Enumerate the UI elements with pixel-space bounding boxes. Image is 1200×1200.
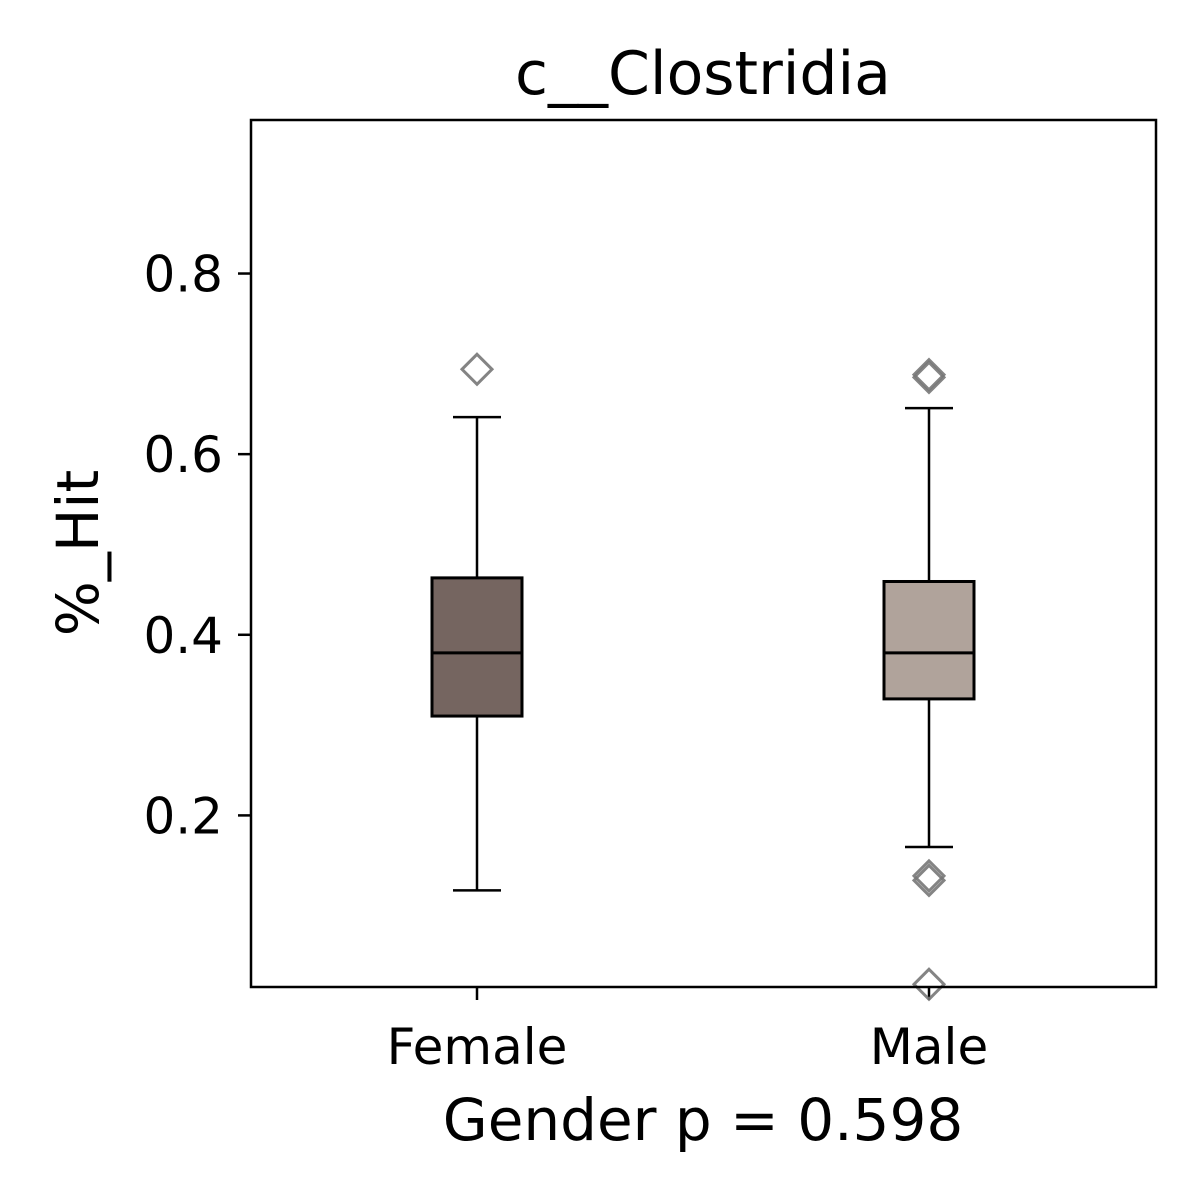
outlier-point (911, 863, 947, 898)
y-tick-label: 0.8 (143, 246, 223, 304)
x-tick-label: Female (387, 1018, 568, 1076)
chart-title: c__Clostridia (515, 39, 891, 109)
x-axis-label: Gender p = 0.598 (443, 1086, 964, 1154)
plot-area-frame (249, 118, 1158, 989)
x-tick-label: Male (870, 1018, 988, 1076)
box-male (882, 357, 976, 1002)
box-series (430, 352, 976, 1002)
outlier-point (911, 360, 947, 395)
outlier-point (911, 357, 947, 392)
y-axis-ticks: 0.2 0.4 0.6 0.8 (143, 246, 251, 845)
outlier-point (911, 858, 947, 894)
x-axis-ticks: Female Male (387, 987, 988, 1076)
y-tick-label: 0.2 (143, 787, 223, 845)
y-axis-label: %_Hit (44, 470, 112, 637)
box-female (430, 352, 524, 892)
iqr-box (430, 576, 524, 718)
outlier-point (459, 352, 495, 387)
outlier-point (911, 967, 947, 1002)
iqr-box (882, 579, 976, 701)
y-tick-label: 0.4 (143, 607, 223, 665)
y-tick-label: 0.6 (143, 426, 223, 484)
